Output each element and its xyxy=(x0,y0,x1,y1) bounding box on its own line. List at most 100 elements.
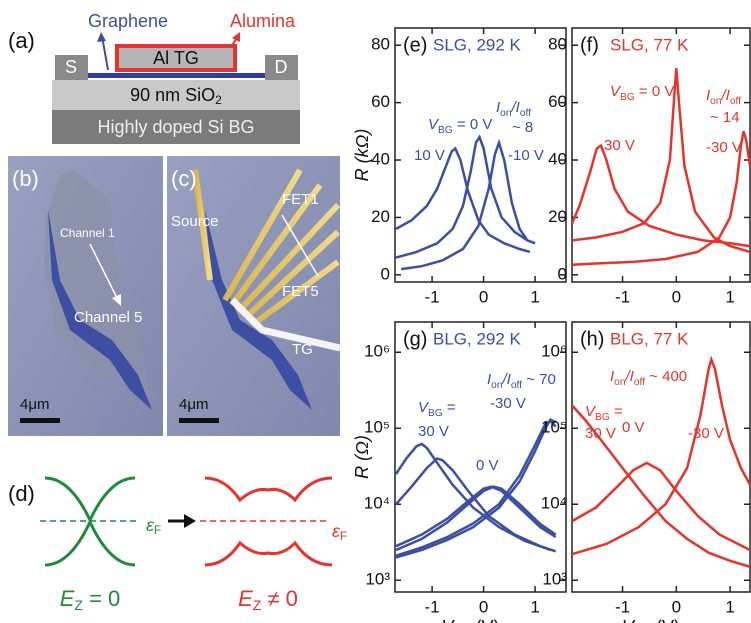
y-tick-label: 10⁴ xyxy=(364,494,390,513)
text: /I xyxy=(625,368,634,385)
subscript: off xyxy=(520,108,531,119)
x-tick-label: -1 xyxy=(425,287,440,306)
y-axis-label: R (kΩ) xyxy=(352,129,372,182)
data-line xyxy=(572,404,750,568)
panel-label: (d) xyxy=(8,481,35,506)
source-label: S xyxy=(65,57,77,77)
subscript: BG xyxy=(438,125,453,136)
x-tick-label: 0 xyxy=(672,287,681,306)
annotation: VTG (V) xyxy=(441,617,499,623)
chart-title: SLG, 77 K xyxy=(610,35,689,54)
band xyxy=(204,476,333,503)
text: = 0 V xyxy=(453,116,493,133)
alumina-label: Alumina xyxy=(230,11,296,31)
subscript: Z xyxy=(74,597,83,613)
chart-title: SLG, 292 K xyxy=(433,35,522,54)
panel-label: (f) xyxy=(580,34,599,56)
arrowhead xyxy=(97,32,106,42)
fet5-label: FET5 xyxy=(282,283,319,300)
plot-frame xyxy=(571,27,751,283)
text: E xyxy=(238,586,253,611)
y-tick-label: 0 xyxy=(558,264,567,283)
y-tick-label: 10³ xyxy=(365,570,390,589)
panel-label: (a) xyxy=(8,28,35,53)
text: I xyxy=(610,368,614,385)
text: V xyxy=(441,617,455,623)
text: /I xyxy=(721,87,730,104)
y-tick-label: 80 xyxy=(371,35,390,54)
gate-label: Al TG xyxy=(153,48,199,68)
annotation: VBG = 0 V xyxy=(610,83,674,103)
text: (V) xyxy=(651,617,680,623)
text: = xyxy=(610,403,623,420)
data-line xyxy=(395,417,557,559)
fermi-label: εF xyxy=(146,515,161,537)
fet1-label: FET1 xyxy=(282,191,319,208)
data-line xyxy=(572,68,750,254)
text: V xyxy=(610,83,622,100)
annotation: -30 V xyxy=(490,395,526,412)
source-label: Source xyxy=(171,213,219,230)
plot-frame xyxy=(571,321,751,593)
data-line xyxy=(395,134,536,259)
chart-title: BLG, 77 K xyxy=(610,329,689,348)
data-line xyxy=(401,138,529,271)
text: = xyxy=(443,399,456,416)
data-line xyxy=(572,355,750,556)
text: = 0 V xyxy=(635,83,675,100)
x-tick-label: 0 xyxy=(672,597,681,616)
y-tick-label: 40 xyxy=(371,150,390,169)
fermi-label: εF xyxy=(332,521,347,543)
y-axis-label: R (Ω) xyxy=(352,435,372,479)
x-tick-label: -1 xyxy=(615,597,630,616)
y-tick-label: 10⁵ xyxy=(541,418,567,437)
band xyxy=(44,518,136,567)
x-tick-label: 1 xyxy=(530,287,539,306)
scale-label: 4μm xyxy=(179,396,208,413)
text: /I xyxy=(502,371,511,388)
annotation: 0 V xyxy=(476,457,499,474)
panel-d: (d) εF εF EZ = 0 EZ ≠ 0 xyxy=(8,476,347,613)
text: I xyxy=(487,371,491,388)
drain-contact xyxy=(265,55,298,80)
annotation: VBG = 0 V xyxy=(428,116,492,136)
substrate-label: Highly doped Si BG xyxy=(97,117,254,137)
annotation: VTG (V) xyxy=(622,617,680,623)
text: ε xyxy=(146,515,155,535)
text: E xyxy=(60,586,75,611)
arrowhead xyxy=(184,514,196,528)
x-tick-label: 0 xyxy=(479,287,488,306)
x-tick-label: 1 xyxy=(725,287,734,306)
ez-right: EZ ≠ 0 xyxy=(238,586,298,613)
y-tick-label: 20 xyxy=(371,207,390,226)
scale-label: 4μm xyxy=(20,396,49,413)
y-tick-label: 20 xyxy=(548,207,567,226)
annotation: -10 V xyxy=(508,147,544,164)
annotation: ~ 8 xyxy=(512,119,533,136)
channel5-label: Channel 5 xyxy=(74,309,142,326)
scale-bar xyxy=(179,418,219,423)
data-line xyxy=(395,419,557,557)
panel-b: (b) Channel 1 Channel 5 4μm xyxy=(8,156,163,436)
subscript: off xyxy=(634,377,645,388)
annotation: -30 V xyxy=(688,425,724,442)
data-line xyxy=(572,143,750,248)
text: I xyxy=(496,99,500,116)
y-tick-label: 10³ xyxy=(542,570,567,589)
annotation: 10 V xyxy=(414,147,445,164)
subscript: on xyxy=(710,96,721,107)
oxide-label: 90 nm SiO2 xyxy=(130,85,222,107)
annotation: 30 V xyxy=(604,137,635,154)
plot-frame xyxy=(394,321,567,593)
text: (V) xyxy=(471,617,500,623)
graphene xyxy=(88,73,265,78)
x-tick-label: -1 xyxy=(615,287,630,306)
data-line xyxy=(395,146,531,254)
annotation: ~ 14 xyxy=(710,109,740,126)
panel-a: (a) Graphene Alumina S D Al TG 90 nm SiO… xyxy=(8,11,300,144)
electrode xyxy=(250,259,340,328)
annotation: VBG = xyxy=(418,399,456,419)
channel1-label: Channel 1 xyxy=(60,226,115,240)
text: ε xyxy=(332,521,341,541)
annotation: VBG = xyxy=(585,403,623,423)
